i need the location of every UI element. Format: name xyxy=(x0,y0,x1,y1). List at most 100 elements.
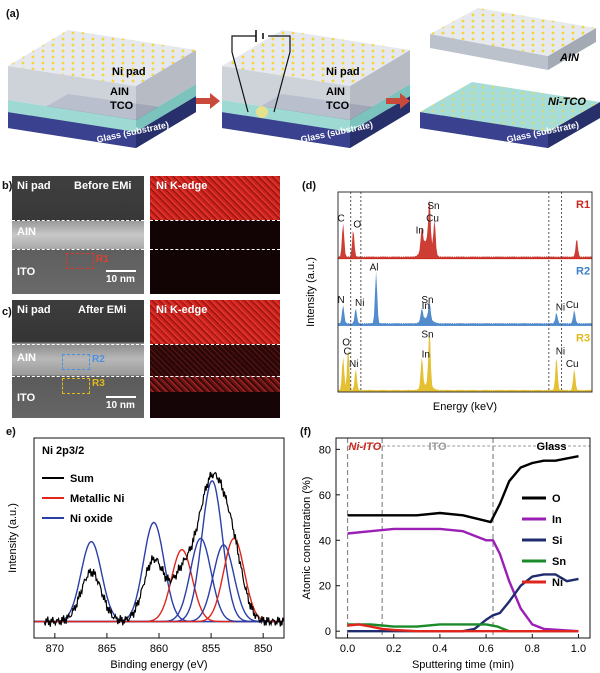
tem-b-nipad: Ni pad xyxy=(17,180,51,192)
depth-region-label: Glass xyxy=(537,441,567,453)
eds-peak-label: Sn xyxy=(421,295,433,306)
s1-tco-label: TCO xyxy=(110,100,134,112)
eds-series-name-R2: R2 xyxy=(576,266,590,278)
panel-label-e: e) xyxy=(6,426,16,438)
schematic-ain-lifted xyxy=(430,8,596,70)
xps-x-tick-label: 865 xyxy=(98,643,116,655)
eds-peak-label: Al xyxy=(370,263,379,274)
depth-legend-label: In xyxy=(552,514,562,526)
tem-c-r2-box xyxy=(62,354,90,370)
eds-peak-label: Ni xyxy=(556,302,565,313)
tem-b-r1-box xyxy=(66,253,94,269)
depth-y-tick-label: 40 xyxy=(319,535,331,547)
eds-peak-label: Ni xyxy=(355,298,364,309)
depth-x-tick-label: 0.4 xyxy=(432,643,447,655)
panel-label-b: b) xyxy=(2,180,13,192)
arrow-2 xyxy=(386,93,410,109)
depth-x-tick-label: 0.0 xyxy=(340,643,355,655)
schematic-svg xyxy=(8,8,600,148)
xps-ylabel: Intensity (a.u.) xyxy=(7,503,19,573)
xps-xlabel: Binding energy (eV) xyxy=(110,659,207,671)
tem-c-r2: R2 xyxy=(92,354,105,365)
eds-peak-label: Cu xyxy=(566,300,579,311)
tem-c-scale: 10 nm xyxy=(106,400,135,411)
tem-c-edge: Ni K-edge xyxy=(156,304,208,316)
eds-xlabel: Energy (keV) xyxy=(433,401,497,413)
depth-legend-label: Ni xyxy=(552,577,563,589)
tem-b-image: R1 Ni pad Before EMi AIN ITO 10 nm xyxy=(12,176,144,294)
eds-series-R3 xyxy=(338,332,592,392)
tem-c-r3: R3 xyxy=(92,378,105,389)
tem-c-ito: ITO xyxy=(17,392,36,404)
eds-frame xyxy=(337,191,593,393)
panel-label-d: (d) xyxy=(302,180,317,192)
tem-b-ito: ITO xyxy=(17,266,36,278)
depth-y-tick-label: 0 xyxy=(325,626,331,638)
eds-peak-label: N xyxy=(337,295,344,306)
eds-peak-label: Cu xyxy=(566,359,579,370)
s2-nipad-label: Ni pad xyxy=(326,66,360,78)
eds-peak-label: C xyxy=(343,347,350,358)
depth-y-tick-label: 80 xyxy=(319,444,331,456)
eds-peak-label: Ni xyxy=(556,347,565,358)
tem-c-scalebar xyxy=(106,396,136,398)
tem-b-scalebar xyxy=(106,270,136,272)
xps-component-1 xyxy=(34,521,283,623)
depth-series-Sn xyxy=(347,623,579,633)
eds-peak-label: Cu xyxy=(426,213,439,224)
depth-series-Ni xyxy=(347,623,579,633)
eds-peak-label: In xyxy=(416,225,424,236)
tem-c-image: R2 R3 Ni pad After EMi AIN ITO 10 nm xyxy=(12,300,144,418)
depth-profile-chart: Ni-ITO ITO Glass 0.0 0.2 0.4 0.6 0.8 1.0 0 20 40 60 8… xyxy=(301,437,591,671)
schematic-block-2 xyxy=(222,30,410,148)
tem-c-title: After EMi xyxy=(78,304,127,316)
eds-peak-label: In xyxy=(422,301,430,312)
tem-c-map: Ni K-edge xyxy=(150,300,280,418)
s3-ain-label: AIN xyxy=(560,52,579,64)
xps-legend-label: Ni oxide xyxy=(70,513,113,525)
s3-nitco-label: Ni-TCO xyxy=(548,96,586,108)
tem-b-edge: Ni K-edge xyxy=(156,180,208,192)
xps-component-6 xyxy=(34,537,283,623)
depth-x-tick-label: 0.8 xyxy=(525,643,540,655)
s1-ain-label: AIN xyxy=(110,86,129,98)
eds-series-R1 xyxy=(338,199,592,259)
eds-peak-label: Sn xyxy=(427,201,439,212)
tem-b-ain: AIN xyxy=(17,226,36,238)
depth-x-tick-label: 1.0 xyxy=(571,643,586,655)
panel-label-f: (f) xyxy=(300,426,311,438)
xps-chart: 870 865 860 855 850 Binding energy (eV) Intens… xyxy=(7,437,285,671)
depth-x-tick-label: 0.2 xyxy=(386,643,401,655)
depth-legend-label: Sn xyxy=(552,556,566,568)
depth-x-tick-label: 0.6 xyxy=(478,643,493,655)
tem-b-scale: 10 nm xyxy=(106,274,135,285)
depth-y-tick-label: 60 xyxy=(319,490,331,502)
panel-label-a: (a) xyxy=(6,8,20,20)
eds-peak-label: Sn xyxy=(421,329,433,340)
depth-region-label: Ni-ITO xyxy=(348,441,381,453)
depth-xlabel: Sputtering time (min) xyxy=(412,659,514,671)
depth-region-label: ITO xyxy=(429,441,448,453)
xps-x-tick-label: 860 xyxy=(150,643,168,655)
tem-b-title: Before EMi xyxy=(74,180,132,192)
xps-title: Ni 2p3/2 xyxy=(42,445,84,457)
eds-peak-label: Ni xyxy=(349,359,358,370)
s2-ain-label: AIN xyxy=(326,86,345,98)
schematic-block-1 xyxy=(8,30,196,148)
xps-x-tick-label: 850 xyxy=(254,643,272,655)
arrow-1 xyxy=(196,93,220,109)
depth-legend-label: O xyxy=(552,493,561,505)
s2-tco-label: TCO xyxy=(326,100,350,112)
schematic-block-3 xyxy=(420,82,600,148)
xps-component-0 xyxy=(34,540,283,623)
depth-y-tick-label: 20 xyxy=(319,581,331,593)
tem-c-nipad: Ni pad xyxy=(17,304,51,316)
xps-legend-label: Sum xyxy=(70,473,94,485)
eds-series-R2 xyxy=(338,271,592,326)
eds-series-name-R3: R3 xyxy=(576,332,590,344)
xps-x-tick-label: 870 xyxy=(46,643,64,655)
eds-series-name-R1: R1 xyxy=(576,199,590,211)
panel-label-c: c) xyxy=(2,306,12,318)
depth-series-In xyxy=(347,527,579,633)
